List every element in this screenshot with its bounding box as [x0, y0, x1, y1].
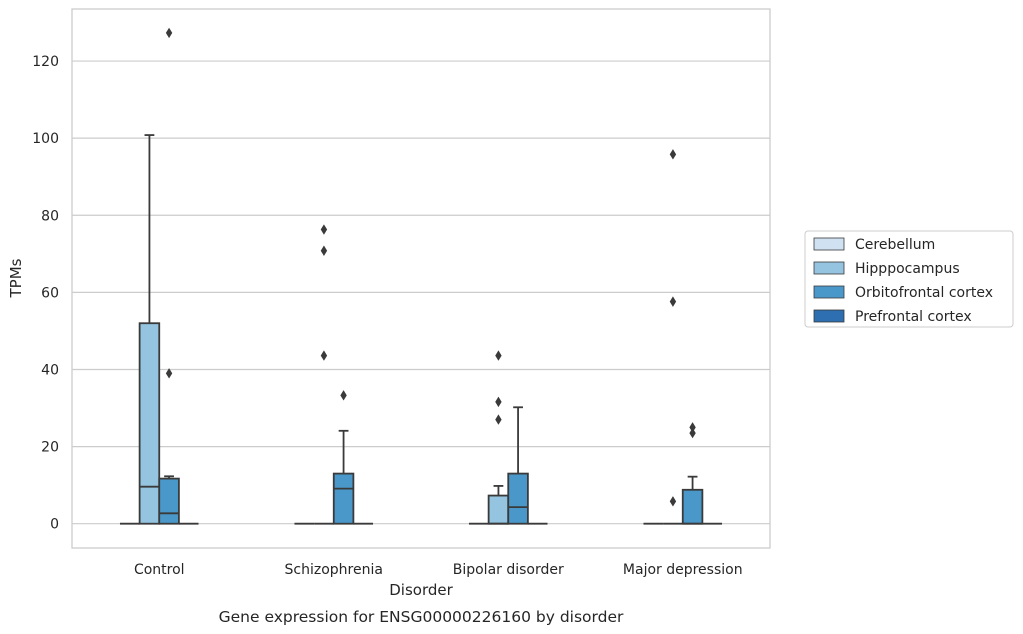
box-body [138, 322, 161, 525]
box-body [681, 488, 704, 525]
outlier-point [495, 396, 502, 408]
boxes [119, 27, 723, 525]
legend-item-3: Prefrontal cortex [813, 309, 972, 325]
y-tick-label-20: 20 [41, 440, 59, 456]
grid-lines [72, 60, 770, 525]
x-tick-labels: Control Schizophrenia Bipolar disorder Majo… [134, 562, 743, 578]
outlier-point [669, 296, 677, 307]
box-2-1 [487, 350, 510, 525]
x-axis-title: Disorder [389, 581, 453, 599]
y-tick-label-120: 120 [32, 54, 59, 70]
legend-items: Cerebellum Hipppocampus Orbitofrontal cort… [813, 237, 993, 325]
y-tick-labels: 0 20 40 60 80 100 120 [32, 54, 59, 533]
y-tick-label-40: 40 [41, 362, 59, 378]
outlier-point [495, 414, 502, 425]
y-tick-label-100: 100 [32, 131, 59, 147]
box-1-1 [314, 224, 334, 525]
legend-swatch [813, 309, 845, 323]
legend-frame [804, 230, 1014, 328]
outlier-point [495, 350, 502, 361]
outlier-point [320, 224, 328, 235]
legend-swatch [813, 285, 845, 299]
plot-frame [71, 8, 771, 549]
legend-label: Cerebellum [855, 237, 935, 253]
box-0-2 [158, 27, 180, 525]
plot-background [72, 9, 770, 548]
y-tick-label-80: 80 [41, 208, 59, 224]
legend-swatch [813, 237, 845, 251]
x-tick-label-1: Schizophrenia [285, 562, 383, 578]
box-body [487, 494, 510, 525]
box-body [507, 472, 529, 525]
box-3-2 [681, 422, 704, 525]
legend-item-1: Hipppocampus [813, 261, 960, 277]
legend-item-0: Cerebellum [813, 237, 935, 253]
x-tick-label-3: Major depression [623, 562, 743, 578]
legend-label: Prefrontal cortex [855, 309, 972, 325]
chart-caption: Gene expression for ENSG00000226160 by d… [219, 608, 624, 626]
box-1-2 [332, 390, 355, 525]
outlier-point [165, 368, 173, 379]
outlier-point [689, 427, 696, 439]
y-axis-title: TPMs [7, 258, 25, 298]
outlier-point [669, 149, 677, 160]
legend-label: Orbitofrontal cortex [855, 285, 993, 301]
x-tick-label-0: Control [134, 562, 185, 578]
x-tick-label-2: Bipolar disorder [453, 562, 564, 578]
box-0-1 [138, 134, 161, 525]
outlier-point [340, 390, 347, 401]
y-tick-label-0: 0 [50, 517, 59, 533]
box-body [158, 477, 180, 525]
legend-label: Hipppocampus [855, 261, 960, 277]
outlier-point [669, 496, 677, 507]
legend-swatch [813, 261, 845, 275]
outlier-point [689, 422, 696, 433]
y-tick-label-60: 60 [41, 285, 59, 301]
outlier-point [165, 27, 173, 39]
box-3-1 [663, 149, 683, 525]
outlier-point [320, 245, 328, 256]
box-2-2 [507, 406, 529, 525]
legend: Cerebellum Hipppocampus Orbitofrontal cort… [804, 230, 1014, 328]
box-body [332, 472, 355, 525]
legend-item-2: Orbitofrontal cortex [813, 285, 993, 301]
outlier-point [320, 350, 328, 361]
